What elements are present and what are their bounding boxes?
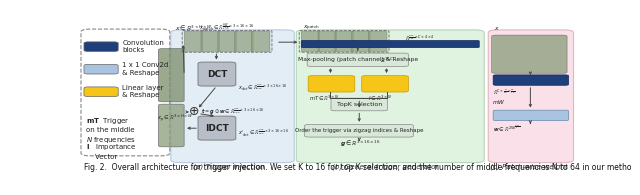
FancyBboxPatch shape (493, 110, 568, 121)
Text: IDCT: IDCT (205, 124, 228, 133)
Text: $\boldsymbol{w}\in\mathbb{R}^{256^{\frac{HW}{3}}}$: $\boldsymbol{w}\in\mathbb{R}^{256^{\frac… (493, 124, 520, 134)
FancyBboxPatch shape (488, 30, 573, 163)
Text: $x \in \mathbb{R}^{3\times H\times W}$: $x \in \mathbb{R}^{3\times H\times W}$ (175, 24, 213, 33)
FancyBboxPatch shape (301, 31, 319, 51)
Text: $\boldsymbol{t} = \boldsymbol{g}\odot\boldsymbol{w}\in\mathbb{R}^{\frac{HW}{256}: $\boldsymbol{t} = \boldsymbol{g}\odot\bo… (200, 106, 264, 117)
FancyBboxPatch shape (308, 76, 355, 92)
Text: $x$: $x$ (494, 25, 500, 32)
FancyBboxPatch shape (331, 98, 388, 111)
FancyBboxPatch shape (252, 31, 270, 51)
Text: (a) Trigger injection: (a) Trigger injection (193, 163, 264, 170)
Text: Linear layer
& Reshape: Linear layer & Reshape (122, 85, 164, 98)
FancyBboxPatch shape (307, 53, 408, 66)
FancyBboxPatch shape (301, 40, 479, 48)
Text: $\mathbb{R}^{16C}$: $\mathbb{R}^{16C}$ (380, 55, 394, 65)
Text: $I\in\mathbb{R}^{3\times N}$: $I\in\mathbb{R}^{3\times N}$ (367, 94, 392, 103)
FancyBboxPatch shape (305, 124, 413, 137)
FancyBboxPatch shape (369, 31, 387, 51)
Text: TopK selection: TopK selection (337, 102, 382, 107)
FancyBboxPatch shape (352, 31, 370, 51)
FancyBboxPatch shape (158, 104, 184, 147)
Text: Fig. 2.  Overall architecture for trigger injection. We set K to 16 for top K se: Fig. 2. Overall architecture for trigger… (84, 163, 632, 172)
FancyBboxPatch shape (318, 31, 337, 51)
FancyBboxPatch shape (335, 31, 353, 51)
FancyBboxPatch shape (235, 31, 253, 51)
FancyBboxPatch shape (84, 87, 118, 97)
Text: $x_{\rm dct}\in\mathbb{R}^{\frac{HW}{256}\times3\times16\times16}$: $x_{\rm dct}\in\mathbb{R}^{\frac{HW}{256… (237, 82, 287, 93)
Text: $\mathbb{R}^{\frac{HW}{256}\times C\times 4\times 4}$: $\mathbb{R}^{\frac{HW}{256}\times C\time… (405, 34, 435, 43)
FancyBboxPatch shape (184, 31, 202, 51)
FancyBboxPatch shape (201, 31, 220, 51)
Text: $\mathbf{I}$   Importance
    Vector: $\mathbf{I}$ Importance Vector (86, 142, 137, 160)
Text: $x_{\rm patch}$: $x_{\rm patch}$ (303, 24, 321, 33)
Text: $\boldsymbol{g}\in\mathbb{R}^{3\times16\times16}$: $\boldsymbol{g}\in\mathbb{R}^{3\times16\… (340, 138, 381, 149)
FancyBboxPatch shape (158, 49, 184, 102)
FancyBboxPatch shape (171, 30, 294, 163)
FancyBboxPatch shape (84, 64, 118, 74)
Text: $x'^{\,}_{\rm dct}\in\mathbb{R}^{\frac{HW}{256}\times3\times16\times16}$: $x'^{\,}_{\rm dct}\in\mathbb{R}^{\frac{H… (237, 127, 289, 139)
Text: $x_p \in \mathbb{R}^{3\times H\times W}$: $x_p \in \mathbb{R}^{3\times H\times W}$ (157, 113, 193, 124)
Text: $\oplus$: $\oplus$ (188, 105, 200, 119)
Text: (b) General trigger generator: (b) General trigger generator (332, 163, 438, 170)
FancyBboxPatch shape (218, 31, 236, 51)
FancyBboxPatch shape (198, 116, 236, 140)
Text: (c) Patch-wise weight: (c) Patch-wise weight (490, 163, 568, 170)
FancyBboxPatch shape (493, 75, 568, 85)
Text: $x_{\rm patch}\in\mathbb{R}^{\frac{HW}{256}\times3\times16\times16}$: $x_{\rm patch}\in\mathbb{R}^{\frac{HW}{2… (199, 22, 255, 36)
Text: Convolution
blocks: Convolution blocks (122, 40, 164, 53)
FancyBboxPatch shape (296, 30, 484, 163)
Text: $mW$: $mW$ (492, 98, 506, 106)
Text: Max-pooling (patch channel) & Reshape: Max-pooling (patch channel) & Reshape (298, 57, 418, 62)
FancyBboxPatch shape (84, 42, 118, 51)
FancyBboxPatch shape (198, 62, 236, 86)
Text: $\mathbb{R}^{C\times\frac{H}{16}\times\frac{W}{16}}$: $\mathbb{R}^{C\times\frac{H}{16}\times\f… (493, 88, 516, 98)
Text: $\mathbf{mT}$  Trigger
on the middle
$N$ frequencies: $\mathbf{mT}$ Trigger on the middle $N$ … (86, 116, 136, 145)
Text: 1 x 1 Conv2d
& Reshape: 1 x 1 Conv2d & Reshape (122, 62, 168, 76)
Text: DCT: DCT (207, 70, 227, 79)
FancyBboxPatch shape (492, 35, 567, 73)
FancyBboxPatch shape (362, 76, 408, 92)
Text: Order the trigger via zigzag indices & Reshape: Order the trigger via zigzag indices & R… (295, 128, 423, 133)
Text: $mT\in\mathbb{R}^{3\times N}$: $mT\in\mathbb{R}^{3\times N}$ (309, 94, 340, 103)
